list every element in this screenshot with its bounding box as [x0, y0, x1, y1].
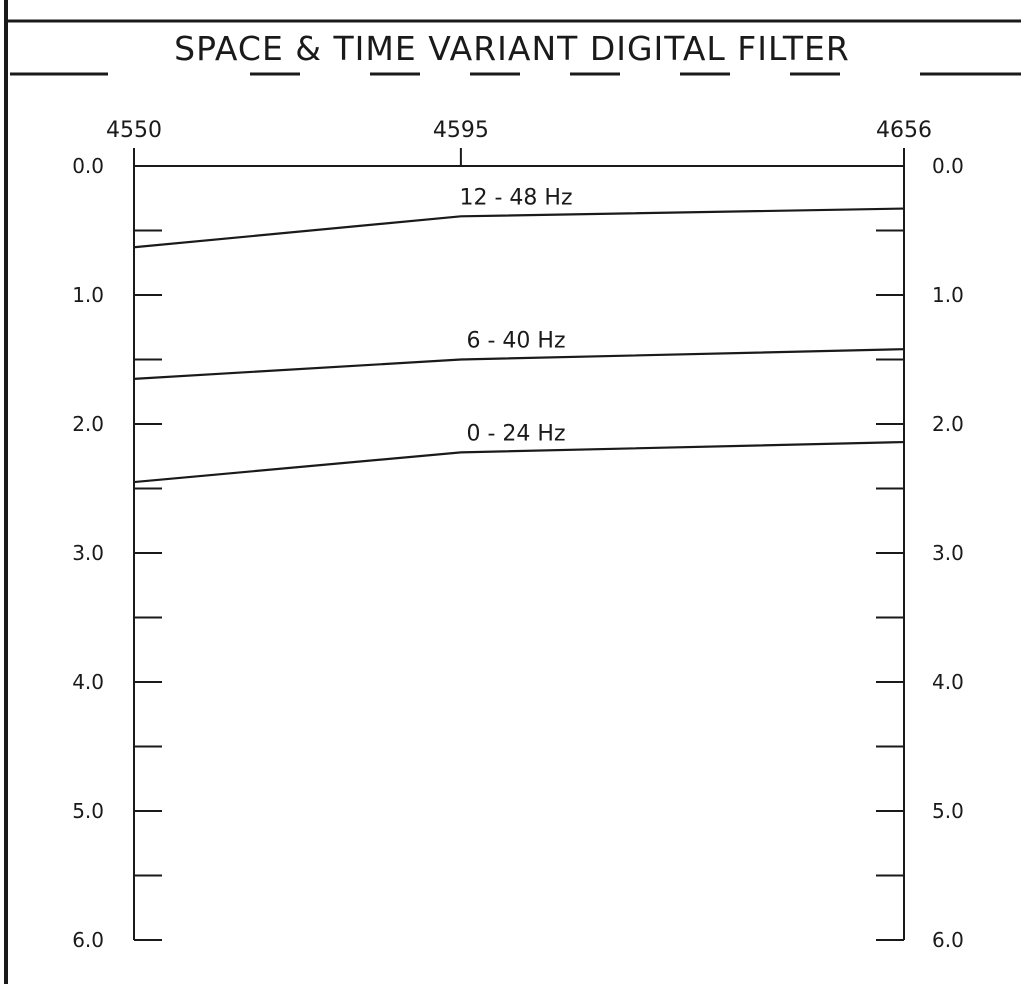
y-tick-label-left: 2.0: [72, 412, 104, 436]
y-tick-label-right: 1.0: [932, 283, 964, 307]
page-frame: [4, 0, 1021, 984]
series-labels-group: 12 - 48 Hz 6 - 40 Hz 0 - 24 Hz: [460, 185, 573, 446]
x-tick-label: 4595: [433, 118, 489, 143]
series-line-2: [133, 348, 905, 380]
series-label-2: 6 - 40 Hz: [467, 329, 566, 354]
y-tick-label-left: 5.0: [72, 799, 104, 823]
y-tick-label-left: 1.0: [72, 283, 104, 307]
y-tick-label-right: 4.0: [932, 670, 964, 694]
series-label-3: 0 - 24 Hz: [467, 421, 566, 446]
chart-title: SPACE & TIME VARIANT DIGITAL FILTER: [174, 29, 850, 68]
y-tick-label-left: 4.0: [72, 670, 104, 694]
y-tick-label-right: 0.0: [932, 154, 964, 178]
series-label-1: 12 - 48 Hz: [460, 185, 573, 210]
y-tick-label-right: 3.0: [932, 541, 964, 565]
x-tick-label: 4550: [106, 118, 162, 143]
y-tick-label-right: 5.0: [932, 799, 964, 823]
series-line-3: [133, 440, 905, 484]
series-line-1: [133, 207, 905, 249]
x-tick-label: 4656: [876, 118, 932, 143]
series-group: [133, 207, 905, 484]
y-tick-label-right: 2.0: [932, 412, 964, 436]
y-tick-label-right: 6.0: [932, 928, 964, 952]
y-tick-label-left: 0.0: [72, 154, 104, 178]
y-tick-label-left: 3.0: [72, 541, 104, 565]
y-tick-label-left: 6.0: [72, 928, 104, 952]
